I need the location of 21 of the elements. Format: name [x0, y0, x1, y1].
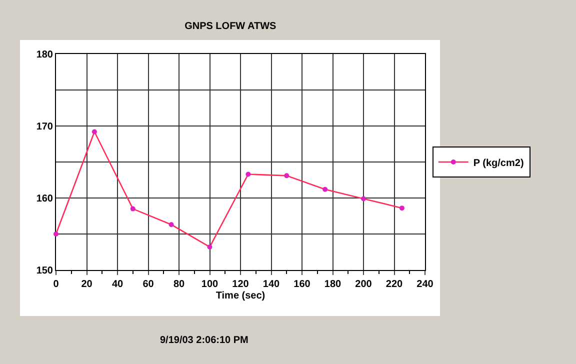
x-tick-label: 40	[112, 279, 124, 290]
x-tick-label: 160	[294, 279, 311, 290]
x-tick-label: 140	[262, 279, 280, 290]
x-tick-label: 240	[416, 279, 434, 290]
x-tick-label: 200	[355, 279, 372, 290]
x-tick-label: 20	[81, 279, 93, 290]
y-tick-label: 170	[36, 122, 54, 132]
text: 9/19/03 2:06:10 PM	[160, 335, 248, 346]
x-tick-label: 180	[324, 279, 342, 290]
x-axis-title: Time (sec)	[216, 290, 266, 302]
chart-title: GNPS LOFW ATWS	[184, 20, 277, 32]
x-tick-label: 220	[386, 279, 404, 290]
y-tick-label: 150	[36, 266, 54, 276]
x-tick-label: 60	[142, 279, 154, 290]
y-tick-label: 160	[36, 194, 54, 204]
x-tick-label: 0	[53, 279, 60, 290]
x-tick-label: 80	[173, 279, 185, 290]
x-tick-label: 120	[232, 279, 250, 290]
y-tick-label: 180	[36, 50, 54, 60]
x-tick-label: 100	[201, 279, 219, 290]
legend-label: P (kg/cm2)	[473, 158, 524, 169]
